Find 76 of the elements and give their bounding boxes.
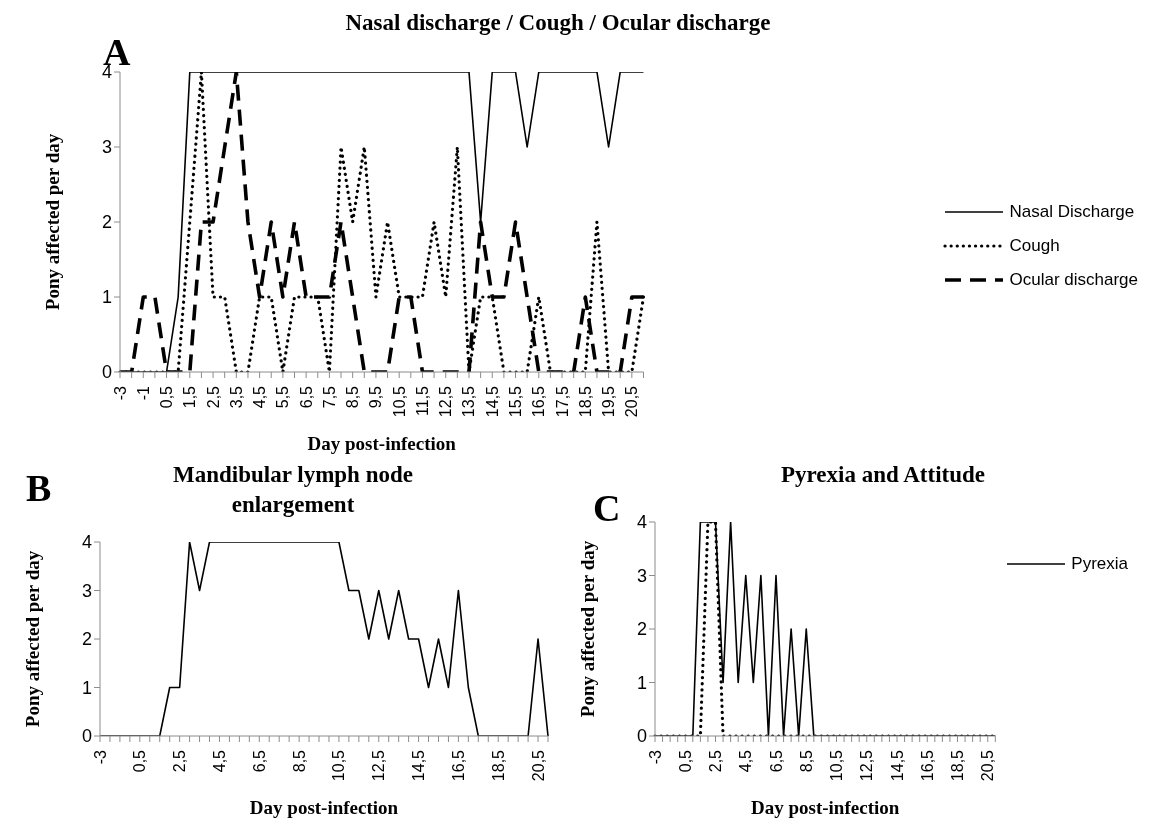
y-tick-label: 4 bbox=[81, 532, 92, 553]
legend-label: Ocular discharge bbox=[1009, 270, 1138, 290]
chart-title: Mandibular lymph node enlargement bbox=[172, 461, 414, 519]
x-tick-label: 11,5 bbox=[413, 385, 431, 416]
x-tick-label: -3 bbox=[91, 749, 109, 765]
y-axis-title: Pony affected per day bbox=[21, 550, 43, 728]
x-tick-label: 6,5 bbox=[250, 749, 268, 773]
x-tick-label: 13,5 bbox=[460, 385, 478, 418]
x-tick-label: 5,5 bbox=[274, 385, 292, 409]
x-tick-label: 0,5 bbox=[158, 385, 176, 409]
x-tick-label: 1,5 bbox=[181, 385, 199, 409]
y-tick-label: 3 bbox=[636, 565, 647, 586]
x-axis-title: Day post-infection bbox=[307, 433, 457, 454]
x-tick-label: 10,5 bbox=[828, 749, 845, 782]
x-tick-label: 16,5 bbox=[918, 749, 936, 782]
x-tick-label: 12,5 bbox=[858, 749, 876, 782]
chart-title: Nasal discharge / Cough / Ocular discharge bbox=[344, 9, 772, 37]
y-tick-label: 1 bbox=[81, 677, 92, 698]
x-tick-label: 14,5 bbox=[888, 749, 906, 782]
x-tick-label: 6,5 bbox=[297, 385, 315, 409]
y-axis-title: Pony affected per day bbox=[41, 133, 63, 311]
y-tick-label: 1 bbox=[636, 672, 647, 693]
x-tick-label: 9,5 bbox=[367, 385, 385, 409]
y-tick-label: 0 bbox=[81, 726, 92, 747]
x-tick-label: 6,5 bbox=[767, 749, 785, 773]
y-tick-label: 3 bbox=[81, 580, 92, 601]
y-tick-label: 4 bbox=[636, 512, 647, 533]
chart-title: Pyrexia and Attitude bbox=[780, 461, 986, 489]
y-tick-label: 0 bbox=[636, 726, 647, 747]
text: C bbox=[593, 486, 621, 530]
x-tick-label: 4,5 bbox=[210, 749, 228, 773]
x-tick-label: 18,5 bbox=[489, 749, 507, 782]
x-tick-label: 20,5 bbox=[529, 749, 547, 782]
y-tick-label: 0 bbox=[101, 362, 112, 383]
x-tick-label: -3 bbox=[111, 385, 129, 401]
x-tick-label: 4,5 bbox=[737, 749, 755, 773]
x-tick-label: 14,5 bbox=[410, 749, 428, 782]
x-tick-label: 0,5 bbox=[131, 749, 149, 773]
x-tick-label: 3,5 bbox=[227, 385, 245, 409]
x-tick-label: -3 bbox=[646, 749, 664, 765]
x-tick-label: 19,5 bbox=[600, 385, 618, 418]
x-tick-label: 8,5 bbox=[344, 385, 362, 409]
x-tick-label: 20,5 bbox=[623, 385, 641, 418]
x-tick-label: 14,5 bbox=[483, 385, 501, 418]
x-tick-label: 17,5 bbox=[553, 385, 571, 418]
y-tick-label: 1 bbox=[101, 287, 112, 308]
x-axis-title: Day post-infection bbox=[249, 797, 399, 818]
y-tick-label: 3 bbox=[101, 137, 112, 158]
x-tick-label: 18,5 bbox=[949, 749, 966, 782]
y-tick-label: 2 bbox=[81, 629, 92, 650]
legend-label: Cough bbox=[1009, 236, 1060, 256]
x-tick-label: 8,5 bbox=[797, 749, 815, 773]
x-tick-label: 8,5 bbox=[290, 749, 308, 773]
x-axis-title: Day post-infection bbox=[751, 797, 900, 818]
x-tick-label: 0,5 bbox=[676, 749, 694, 773]
legend-label: Nasal Discharge bbox=[1009, 202, 1135, 222]
x-tick-label: 12,5 bbox=[437, 385, 455, 418]
x-tick-label: 15,5 bbox=[507, 385, 525, 418]
y-tick-label: 2 bbox=[101, 212, 112, 233]
x-tick-label: 10,5 bbox=[390, 385, 408, 418]
x-tick-label: 12,5 bbox=[370, 749, 388, 782]
x-tick-label: 16,5 bbox=[530, 385, 548, 418]
x-tick-label: 7,5 bbox=[320, 385, 338, 409]
x-tick-label: 16,5 bbox=[449, 749, 467, 782]
legend-label: Pyrexia bbox=[1071, 554, 1128, 574]
x-tick-label: 2,5 bbox=[171, 749, 189, 773]
text: B bbox=[26, 466, 52, 510]
x-tick-label: 18,5 bbox=[576, 385, 594, 418]
x-tick-label: 20,5 bbox=[979, 749, 997, 782]
x-tick-label: 2,5 bbox=[707, 749, 724, 773]
y-axis-title: Pony affected per day bbox=[576, 540, 598, 718]
x-tick-label: 2,5 bbox=[204, 385, 222, 409]
x-tick-label: 4,5 bbox=[251, 385, 269, 409]
x-tick-label: -1 bbox=[134, 385, 152, 401]
x-tick-label: 10,5 bbox=[330, 749, 348, 782]
y-tick-label: 2 bbox=[636, 619, 647, 640]
